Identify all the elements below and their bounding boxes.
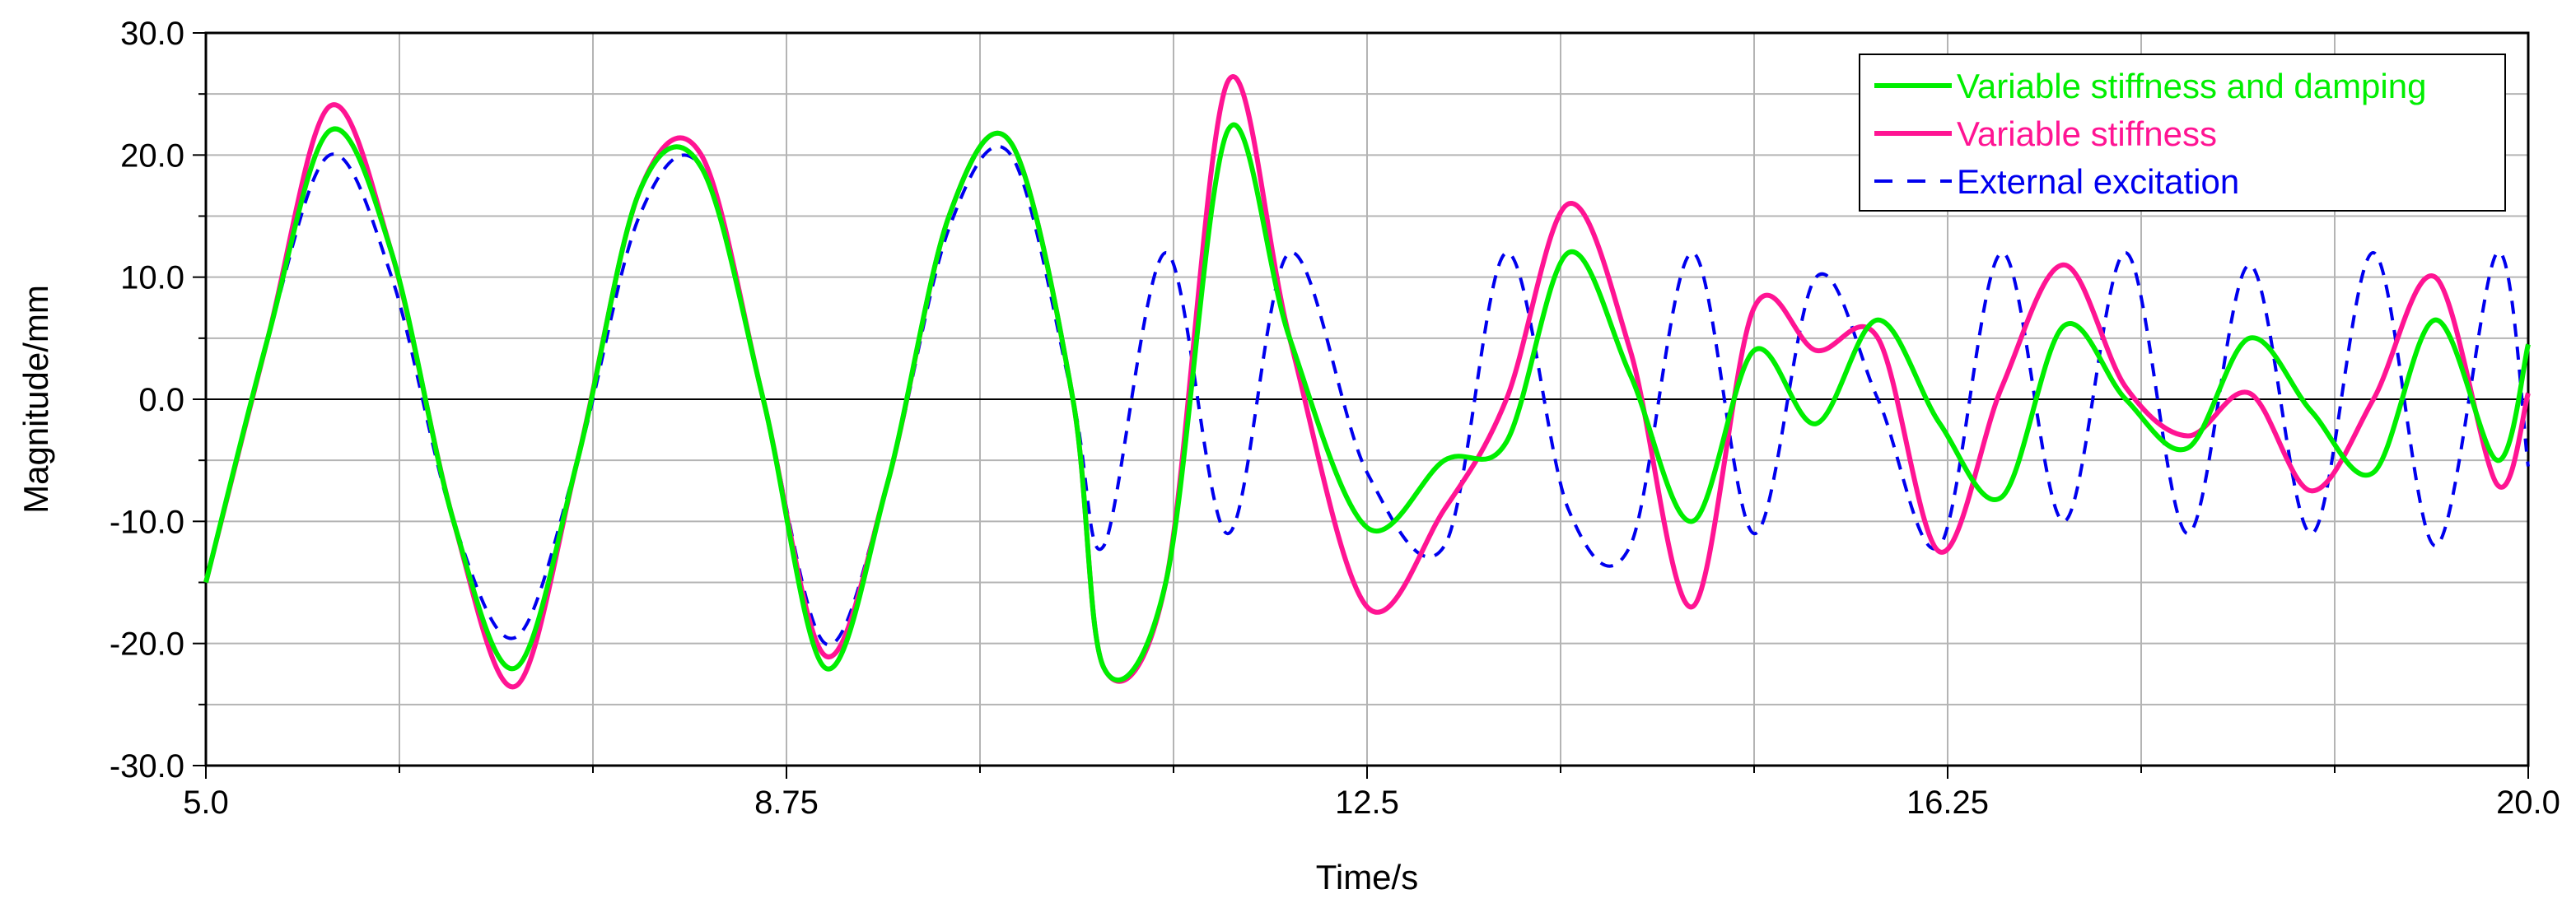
legend-label-external-excitation: External excitation (1957, 162, 2239, 201)
legend-label-variable-stiffness-and-damping: Variable stiffness and damping (1957, 67, 2426, 105)
x-tick-label: 5.0 (183, 785, 229, 821)
y-tick-label: 10.0 (120, 260, 184, 296)
y-tick-label: 30.0 (120, 16, 184, 52)
y-tick-label: -30.0 (110, 748, 184, 785)
legend-label-variable-stiffness: Variable stiffness (1957, 114, 2217, 153)
y-tick-label: -10.0 (110, 504, 184, 540)
y-tick-label: -20.0 (110, 626, 184, 663)
x-tick-label: 16.25 (1906, 785, 1989, 821)
series-line-variable-stiffness-and-damping (203, 122, 2531, 683)
x-tick-label: 12.5 (1335, 785, 1399, 821)
x-tick-label: 20.0 (2496, 785, 2560, 821)
x-axis-label: Time/s (1316, 858, 1418, 896)
y-tick-label: 0.0 (138, 382, 184, 418)
x-tick-label: 8.75 (754, 785, 819, 821)
legend-box (1859, 54, 2506, 212)
legend: Variable stiffness and damping Variable s… (1859, 54, 2506, 212)
y-tick-label: 20.0 (120, 137, 184, 174)
legend-items: Variable stiffness and damping Variable s… (1874, 67, 2426, 201)
tick-label-layer: 30.0 20.0 10.0 0.0 -10.0 -20.0 -30.05.0 8.75 12.… (110, 16, 2560, 821)
series-layer (203, 74, 2531, 690)
y-axis-label: Magnitude/mm (16, 285, 55, 514)
